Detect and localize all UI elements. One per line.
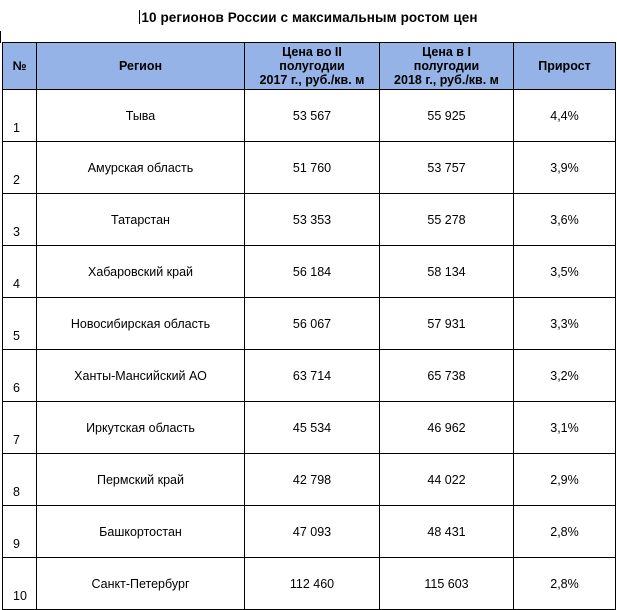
- cell-num: 9: [2, 505, 37, 558]
- cell-growth: 3,3%: [513, 297, 616, 350]
- header-region: Регион: [36, 42, 245, 90]
- cell-growth: 3,9%: [513, 141, 616, 194]
- cell-num: 6: [2, 349, 37, 402]
- header-price-2017-line-1: Цена во II: [282, 45, 342, 59]
- table-row: 7 Иркутская область 45 534 46 962 3,1%: [2, 401, 616, 454]
- cell-num: 10: [2, 557, 37, 610]
- table-row: 1 Тыва 53 567 55 925 4,4%: [2, 89, 616, 142]
- cell-price-2018: 57 931: [379, 297, 514, 350]
- cell-growth: 3,5%: [513, 245, 616, 298]
- cell-region: Башкортостан: [36, 505, 245, 558]
- regions-price-table: № Регион Цена во II полугодии 2017 г., р…: [2, 42, 616, 610]
- cell-price-2018: 58 134: [379, 245, 514, 298]
- cell-growth: 3,1%: [513, 401, 616, 454]
- cell-price-2017: 53 567: [244, 89, 380, 142]
- cell-region: Новосибирская область: [36, 297, 245, 350]
- cell-region: Иркутская область: [36, 401, 245, 454]
- header-price-2017-line-2: полугодии: [279, 59, 345, 73]
- table-row: 6 Ханты-Мансийский АО 63 714 65 738 3,2%: [2, 349, 616, 402]
- cell-num: 1: [2, 89, 37, 142]
- cell-num: 7: [2, 401, 37, 454]
- cell-region: Татарстан: [36, 193, 245, 246]
- text-cursor: [139, 10, 141, 24]
- header-price-2018: Цена в I полугодии 2018 г., руб./кв. м: [379, 42, 514, 90]
- cell-price-2017: 63 714: [244, 349, 380, 402]
- header-growth: Прирост: [513, 42, 616, 90]
- cell-price-2017: 42 798: [244, 453, 380, 506]
- cell-region: Пермский край: [36, 453, 245, 506]
- table-row: 3 Татарстан 53 353 55 278 3,6%: [2, 193, 616, 246]
- table-title: 10 регионов России с максимальным ростом…: [0, 10, 617, 25]
- cell-growth: 2,9%: [513, 453, 616, 506]
- cell-region: Санкт-Петербург: [36, 557, 245, 610]
- cell-price-2018: 55 278: [379, 193, 514, 246]
- table-row: 8 Пермский край 42 798 44 022 2,9%: [2, 453, 616, 506]
- cell-price-2017: 45 534: [244, 401, 380, 454]
- header-price-2017: Цена во II полугодии 2017 г., руб./кв. м: [244, 42, 380, 90]
- cell-price-2017: 112 460: [244, 557, 380, 610]
- cell-growth: 3,6%: [513, 193, 616, 246]
- cell-price-2017: 53 353: [244, 193, 380, 246]
- table-header-row: № Регион Цена во II полугодии 2017 г., р…: [2, 42, 616, 90]
- table-row: 4 Хабаровский край 56 184 58 134 3,5%: [2, 245, 616, 298]
- cell-growth: 3,2%: [513, 349, 616, 402]
- header-num: №: [2, 42, 37, 90]
- cell-region: Ханты-Мансийский АО: [36, 349, 245, 402]
- table-title-text: 10 регионов России с максимальным ростом…: [141, 10, 478, 25]
- cell-growth: 4,4%: [513, 89, 616, 142]
- cell-price-2018: 65 738: [379, 349, 514, 402]
- table-row: 2 Амурская область 51 760 53 757 3,9%: [2, 141, 616, 194]
- cell-corner-marker: [0, 31, 1, 43]
- cell-num: 8: [2, 453, 37, 506]
- cell-price-2017: 51 760: [244, 141, 380, 194]
- cell-price-2018: 53 757: [379, 141, 514, 194]
- cell-price-2018: 55 925: [379, 89, 514, 142]
- table-row: 9 Башкортостан 47 093 48 431 2,8%: [2, 505, 616, 558]
- cell-price-2018: 44 022: [379, 453, 514, 506]
- table-row: 10 Санкт-Петербург 112 460 115 603 2,8%: [2, 557, 616, 610]
- cell-growth: 2,8%: [513, 505, 616, 558]
- table-row: 5 Новосибирская область 56 067 57 931 3,…: [2, 297, 616, 350]
- cell-price-2017: 47 093: [244, 505, 380, 558]
- cell-price-2017: 56 067: [244, 297, 380, 350]
- cell-num: 3: [2, 193, 37, 246]
- cell-num: 2: [2, 141, 37, 194]
- header-price-2017-line-3: 2017 г., руб./кв. м: [259, 73, 365, 87]
- cell-price-2018: 115 603: [379, 557, 514, 610]
- cell-region: Тыва: [36, 89, 245, 142]
- cell-price-2018: 46 962: [379, 401, 514, 454]
- cell-region: Хабаровский край: [36, 245, 245, 298]
- header-price-2018-line-2: полугодии: [413, 59, 480, 73]
- cell-price-2017: 56 184: [244, 245, 380, 298]
- cell-price-2018: 48 431: [379, 505, 514, 558]
- cell-num: 4: [2, 245, 37, 298]
- cell-region: Амурская область: [36, 141, 245, 194]
- header-price-2018-line-3: 2018 г., руб./кв. м: [394, 73, 499, 87]
- header-price-2018-line-1: Цена в I: [422, 45, 471, 59]
- cell-growth: 2,8%: [513, 557, 616, 610]
- cell-num: 5: [2, 297, 37, 350]
